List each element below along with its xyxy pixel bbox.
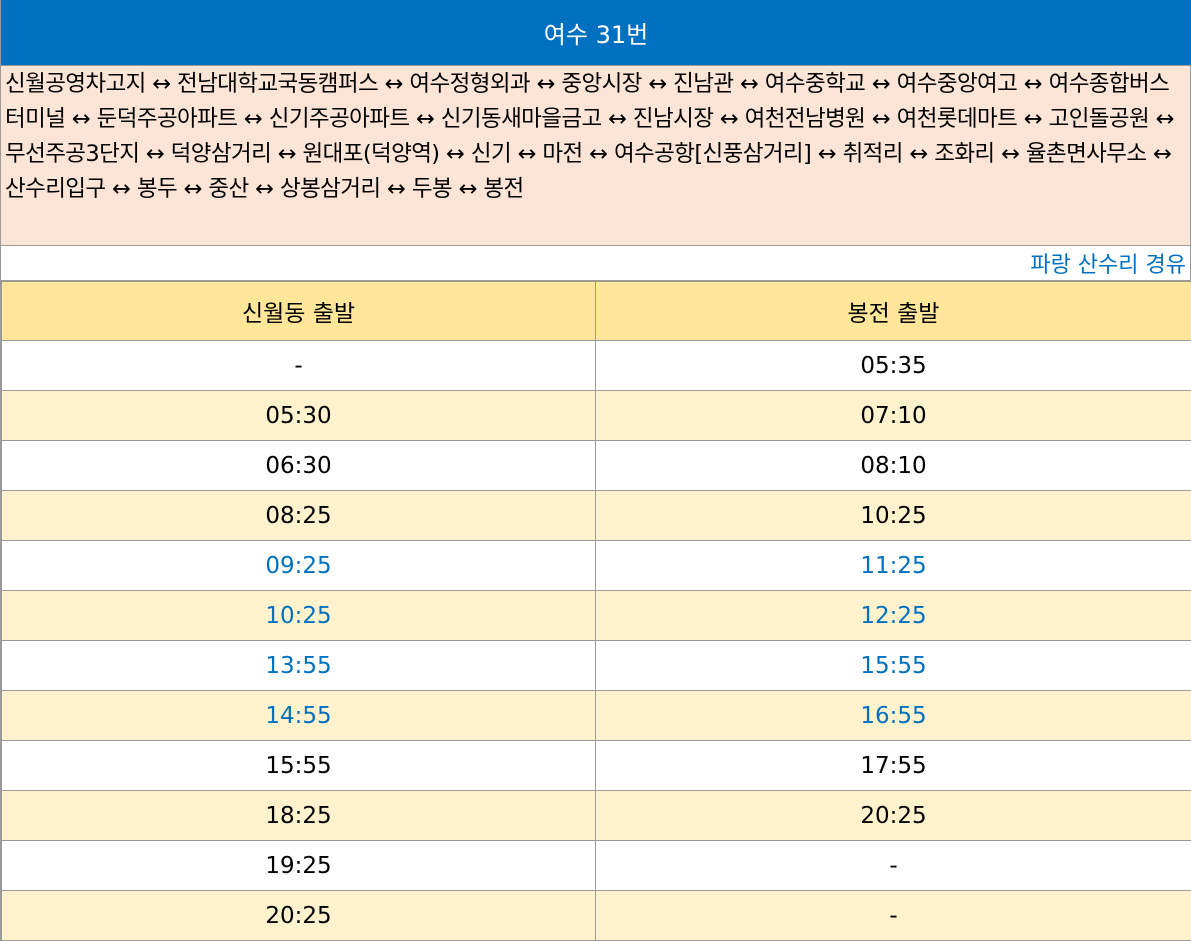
sinwol-time: 05:30	[2, 391, 596, 441]
bongjeon-time: 05:35	[596, 341, 1191, 391]
bongjeon-time: 15:55	[596, 641, 1191, 691]
route-stops: 신월공영차고지 ↔ 전남대학교국동캠퍼스 ↔ 여수정형외과 ↔ 중앙시장 ↔ 진…	[1, 66, 1191, 246]
sinwol-time: 18:25	[2, 791, 596, 841]
bongjeon-time: 07:10	[596, 391, 1191, 441]
schedule-header-row: 신월동 출발 봉전 출발	[2, 282, 1191, 341]
sinwol-time: 09:25	[2, 541, 596, 591]
bongjeon-time: 12:25	[596, 591, 1191, 641]
bongjeon-time: 10:25	[596, 491, 1191, 541]
sinwol-time: 06:30	[2, 441, 596, 491]
table-row: -05:35	[2, 341, 1191, 391]
table-row: 19:25-	[2, 841, 1191, 891]
header-sinwol-departure: 신월동 출발	[2, 282, 596, 341]
sinwol-time: 14:55	[2, 691, 596, 741]
bongjeon-time: -	[596, 841, 1191, 891]
header-bongjeon-departure: 봉전 출발	[596, 282, 1191, 341]
route-title: 여수 31번	[1, 0, 1191, 66]
bongjeon-time: 17:55	[596, 741, 1191, 791]
sinwol-time: 15:55	[2, 741, 596, 791]
sinwol-time: 08:25	[2, 491, 596, 541]
sinwol-time: 20:25	[2, 891, 596, 941]
bongjeon-time: 20:25	[596, 791, 1191, 841]
table-row: 20:25-	[2, 891, 1191, 941]
sinwol-time: 13:55	[2, 641, 596, 691]
bongjeon-time: 16:55	[596, 691, 1191, 741]
sinwol-time: 19:25	[2, 841, 596, 891]
via-sansuri-note: 파랑 산수리 경유	[1, 246, 1191, 281]
bongjeon-time: 11:25	[596, 541, 1191, 591]
sinwol-time: -	[2, 341, 596, 391]
sinwol-time: 10:25	[2, 591, 596, 641]
bongjeon-time: 08:10	[596, 441, 1191, 491]
bongjeon-time: -	[596, 891, 1191, 941]
